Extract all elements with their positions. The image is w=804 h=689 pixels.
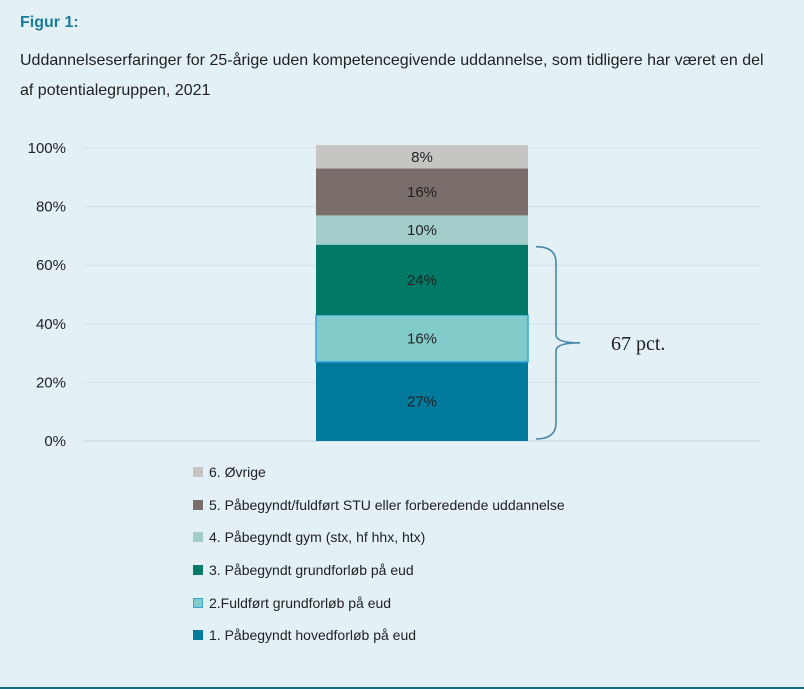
data-label: 24% bbox=[407, 272, 437, 289]
stacked-bar-chart: 0% 20% 40% 60% 80% 100% 27% 16% 24% 10% 16% 8% 67 … bbox=[28, 140, 760, 450]
y-axis-tick-labels: 0% 20% 40% 60% 80% 100% bbox=[28, 140, 66, 450]
y-tick-label: 0% bbox=[44, 433, 66, 450]
y-tick-label: 40% bbox=[36, 316, 66, 333]
chart-subtitle: Uddannelseserfaringer for 25-årige uden … bbox=[20, 52, 764, 99]
legend-swatch bbox=[193, 499, 203, 510]
legend-label: 2.Fuldført grundforløb på eud bbox=[209, 594, 392, 611]
bar-segment bbox=[316, 168, 528, 216]
legend-swatch bbox=[193, 630, 203, 641]
bar-segment bbox=[316, 244, 528, 316]
y-tick-label: 100% bbox=[28, 140, 66, 157]
y-tick-label: 60% bbox=[36, 257, 66, 274]
data-label: 16% bbox=[407, 184, 437, 201]
bar-segment bbox=[316, 361, 528, 441]
legend-swatch bbox=[193, 597, 203, 608]
legend-swatch bbox=[193, 467, 203, 478]
legend-item: 2.Fuldført grundforløb på eud bbox=[193, 586, 565, 619]
bar-segment bbox=[316, 145, 528, 169]
data-label: 16% bbox=[407, 330, 437, 347]
bar-segment bbox=[316, 215, 528, 245]
data-label: 10% bbox=[407, 222, 437, 239]
annotation-label: 67 pct. bbox=[611, 333, 665, 355]
legend-item: 1. Påbegyndt hovedforløb på eud bbox=[193, 619, 565, 652]
bottom-rule bbox=[0, 687, 804, 689]
y-tick-label: 20% bbox=[36, 374, 66, 391]
bar-segment bbox=[315, 314, 529, 363]
figure-label: Figur 1: bbox=[20, 14, 79, 31]
data-label: 27% bbox=[407, 393, 437, 410]
legend-item: 5. Påbegyndt/fuldført STU eller forbered… bbox=[193, 489, 565, 522]
legend-label: 5. Påbegyndt/fuldført STU eller forbered… bbox=[209, 496, 565, 513]
legend-label: 4. Påbegyndt gym (stx, hf hhx, htx) bbox=[209, 529, 426, 546]
legend-item: 4. Påbegyndt gym (stx, hf hhx, htx) bbox=[193, 521, 565, 554]
legend-swatch bbox=[193, 565, 203, 576]
legend-label: 3. Påbegyndt grundforløb på eud bbox=[209, 562, 414, 579]
legend-label: 6. Øvrige bbox=[209, 464, 266, 481]
chart-legend: 6. Øvrige 5. Påbegyndt/fuldført STU eller… bbox=[193, 456, 565, 652]
data-labels: 27% 16% 24% 10% 16% 8% bbox=[407, 149, 437, 411]
legend-label: 1. Påbegyndt hovedforløb på eud bbox=[209, 627, 417, 644]
data-label: 8% bbox=[411, 149, 433, 166]
bar-segments bbox=[315, 145, 529, 441]
legend-swatch bbox=[193, 532, 203, 543]
y-tick-label: 80% bbox=[36, 199, 66, 216]
legend-item: 6. Øvrige bbox=[193, 456, 565, 489]
legend-item: 3. Påbegyndt grundforløb på eud bbox=[193, 554, 565, 587]
brace-shape bbox=[535, 245, 581, 440]
annotation-brace: 67 pct. bbox=[535, 245, 665, 440]
